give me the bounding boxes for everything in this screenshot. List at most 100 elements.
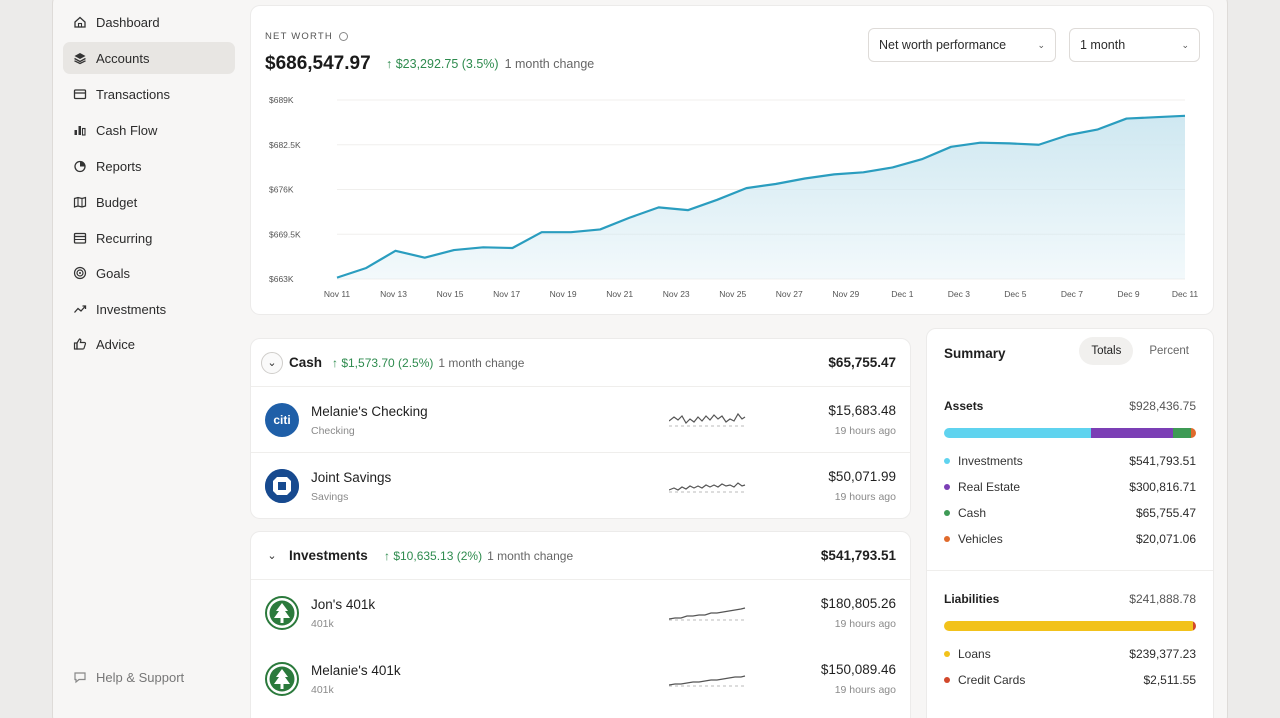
net-worth-area bbox=[337, 115, 1185, 279]
real-estate-dot bbox=[944, 484, 950, 490]
legend-label: Vehicles bbox=[958, 532, 1003, 546]
x-tick-label: Dec 1 bbox=[891, 289, 913, 299]
group-change-note: 1 month change bbox=[487, 548, 574, 563]
help-support-label: Help & Support bbox=[96, 669, 185, 685]
sidebar-item-investments[interactable]: Investments bbox=[63, 293, 235, 325]
net-worth-card: NET WORTH $686,547.97 ↑ $23,292.75 (3.5%… bbox=[250, 5, 1214, 315]
tab-totals[interactable]: Totals bbox=[1079, 337, 1134, 365]
bar-chart-icon bbox=[72, 122, 88, 138]
sidebar-item-accounts[interactable]: Accounts bbox=[63, 42, 235, 74]
account-row[interactable]: Jon's 401k 401k $180,805.26 19 hours ago bbox=[251, 580, 910, 646]
liabilities-label: Liabilities bbox=[944, 592, 1000, 606]
investments-dot bbox=[944, 458, 950, 464]
map-icon bbox=[72, 194, 88, 210]
group-change: ↑ $1,573.70 (2.5%) 1 month change bbox=[332, 356, 524, 370]
trend-up-icon bbox=[72, 301, 88, 317]
legend-amount: $2,511.55 bbox=[1143, 673, 1197, 687]
account-balance: $50,071.99 bbox=[828, 469, 896, 484]
card-icon bbox=[72, 86, 88, 102]
legend-label: Investments bbox=[958, 454, 1023, 468]
y-tick-label: $663K bbox=[269, 274, 294, 284]
sidebar-item-label: Dashboard bbox=[96, 14, 160, 30]
account-balance: $150,089.46 bbox=[820, 662, 896, 677]
sidebar-item-reports[interactable]: Reports bbox=[63, 150, 235, 182]
info-icon[interactable] bbox=[338, 32, 348, 41]
group-change: ↑ $10,635.13 (2%) 1 month change bbox=[384, 549, 573, 563]
time-range-select[interactable]: 1 month ⌄ bbox=[1069, 28, 1200, 62]
chevron-down-icon: ⌄ bbox=[1181, 39, 1189, 50]
help-support-link[interactable]: Help & Support bbox=[63, 661, 235, 693]
liabilities-segment-1 bbox=[1193, 621, 1196, 631]
y-tick-label: $689K bbox=[269, 95, 294, 105]
assets-segment-1 bbox=[1091, 428, 1173, 438]
pie-chart-icon bbox=[72, 158, 88, 174]
account-row[interactable]: Joint Savings Savings $50,071.99 19 hour… bbox=[251, 453, 910, 519]
legend-amount: $20,071.06 bbox=[1135, 532, 1196, 546]
net-worth-chart: $663K $669.5K $676K $682.5K $689K Nov 11 Nov 1… bbox=[269, 95, 1198, 299]
x-tick-label: Nov 11 bbox=[324, 289, 351, 299]
vehicles-dot bbox=[944, 536, 950, 542]
group-title: Investments bbox=[289, 548, 368, 563]
legend-amount: $300,816.71 bbox=[1129, 480, 1196, 494]
logo-text: citi bbox=[273, 413, 291, 427]
group-change-amount: ↑ $10,635.13 (2%) bbox=[384, 548, 483, 563]
sidebar-item-cash-flow[interactable]: Cash Flow bbox=[63, 114, 235, 146]
cash-group-header[interactable]: ⌄ Cash ↑ $1,573.70 (2.5%) 1 month change… bbox=[251, 339, 910, 387]
calendar-icon bbox=[72, 230, 88, 246]
x-tick-label: Dec 9 bbox=[1117, 289, 1139, 299]
x-tick-label: Dec 5 bbox=[1004, 289, 1026, 299]
group-change-note: 1 month change bbox=[438, 355, 525, 370]
chevron-down-icon: ⌄ bbox=[1037, 39, 1045, 50]
liabilities-header: Liabilities $241,888.78 bbox=[944, 592, 1196, 606]
net-worth-value: $686,547.97 bbox=[265, 53, 371, 74]
account-type: Savings bbox=[311, 491, 349, 503]
account-row[interactable]: Melanie's 401k 401k $150,089.46 19 hours… bbox=[251, 646, 910, 712]
tab-percent[interactable]: Percent bbox=[1149, 345, 1189, 357]
y-tick-label: $669.5K bbox=[269, 229, 301, 239]
account-updated: 19 hours ago bbox=[834, 684, 896, 696]
group-total: $541,793.51 bbox=[820, 548, 896, 563]
chat-bubble-icon bbox=[72, 669, 88, 685]
group-change-amount: ↑ $1,573.70 (2.5%) bbox=[332, 355, 434, 370]
account-sparkline bbox=[669, 412, 746, 427]
net-worth-label-row: NET WORTH bbox=[265, 31, 348, 42]
sidebar-item-recurring[interactable]: Recurring bbox=[63, 222, 235, 254]
tree-logo-icon bbox=[265, 596, 299, 630]
tree-logo-icon bbox=[265, 662, 299, 696]
chart-type-select[interactable]: Net worth performance ⌄ bbox=[868, 28, 1056, 62]
x-tick-label: Nov 29 bbox=[832, 289, 859, 299]
legend-amount: $65,755.47 bbox=[1135, 506, 1196, 520]
sidebar-item-budget[interactable]: Budget bbox=[63, 186, 235, 218]
app-window: Dashboard Accounts Transactions Cash Flo… bbox=[52, 0, 1228, 718]
vanguard-tree-logo bbox=[265, 596, 299, 630]
account-sparkline bbox=[669, 482, 746, 493]
account-row[interactable]: citi Melanie's Checking Checking $15,683… bbox=[251, 387, 910, 453]
sidebar-item-label: Reports bbox=[96, 158, 142, 174]
x-tick-label: Nov 13 bbox=[380, 289, 407, 299]
sidebar-item-transactions[interactable]: Transactions bbox=[63, 78, 235, 110]
x-tick-label: Nov 17 bbox=[493, 289, 520, 299]
account-balance: $15,683.48 bbox=[828, 403, 896, 418]
sidebar-item-dashboard[interactable]: Dashboard bbox=[63, 6, 235, 38]
x-tick-label: Dec 7 bbox=[1061, 289, 1083, 299]
assets-segment-0 bbox=[944, 428, 1092, 438]
group-title: Cash bbox=[289, 355, 323, 370]
legend-label: Real Estate bbox=[958, 480, 1021, 494]
group-total: $65,755.47 bbox=[828, 355, 896, 370]
account-name: Joint Savings bbox=[311, 470, 392, 485]
chevron-down-icon[interactable]: ⌄ bbox=[261, 351, 283, 374]
liabilities-bar bbox=[944, 621, 1196, 631]
chevron-down-icon[interactable]: ⌄ bbox=[267, 550, 277, 562]
sidebar-item-goals[interactable]: Goals bbox=[63, 257, 235, 289]
legend-row: Loans $239,377.23 bbox=[944, 647, 1196, 661]
investments-group-header[interactable]: ⌄ Investments ↑ $10,635.13 (2%) 1 month … bbox=[251, 532, 910, 580]
net-worth-label: NET WORTH bbox=[265, 31, 333, 42]
account-name: Jon's 401k bbox=[311, 597, 376, 612]
vanguard-tree-logo bbox=[265, 662, 299, 696]
account-name: Melanie's 401k bbox=[311, 663, 401, 678]
summary-toggle: Totals Percent bbox=[1079, 337, 1201, 365]
sidebar-item-advice[interactable]: Advice bbox=[63, 328, 235, 360]
sidebar-item-label: Recurring bbox=[96, 230, 153, 246]
x-tick-label: Dec 3 bbox=[948, 289, 970, 299]
sidebar-item-label: Investments bbox=[96, 301, 167, 317]
